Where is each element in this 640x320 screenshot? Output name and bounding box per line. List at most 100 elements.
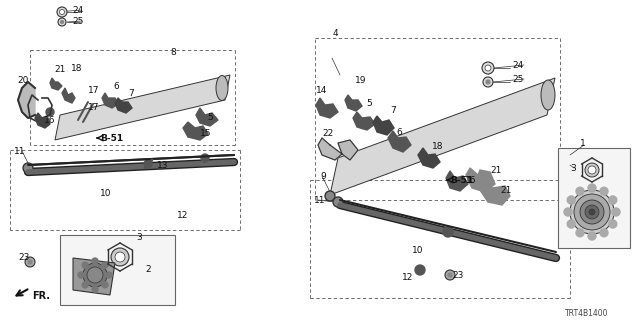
Polygon shape	[345, 95, 362, 111]
Circle shape	[580, 200, 604, 224]
Text: FR.: FR.	[32, 291, 50, 301]
Circle shape	[482, 62, 494, 74]
Circle shape	[60, 10, 65, 14]
Circle shape	[448, 273, 452, 277]
Circle shape	[57, 7, 67, 17]
Circle shape	[589, 209, 595, 215]
Text: 16: 16	[44, 116, 56, 124]
Text: 5: 5	[207, 113, 212, 122]
Text: 4: 4	[333, 28, 339, 37]
Circle shape	[485, 65, 491, 71]
Circle shape	[201, 154, 209, 162]
Text: 21: 21	[490, 165, 501, 174]
Polygon shape	[102, 93, 118, 108]
Polygon shape	[183, 122, 208, 140]
Circle shape	[486, 80, 490, 84]
Polygon shape	[196, 108, 218, 126]
Circle shape	[570, 190, 614, 234]
Polygon shape	[316, 98, 338, 118]
Polygon shape	[18, 82, 35, 118]
Text: 24: 24	[72, 5, 83, 14]
Text: 7: 7	[128, 89, 134, 98]
Text: 21: 21	[500, 186, 511, 195]
Text: 10: 10	[100, 188, 111, 197]
Circle shape	[333, 197, 343, 207]
Circle shape	[574, 194, 610, 230]
Circle shape	[78, 272, 84, 278]
Text: 13: 13	[157, 161, 168, 170]
Text: 12: 12	[402, 274, 413, 283]
Circle shape	[92, 286, 98, 292]
Text: 2: 2	[145, 266, 150, 275]
Circle shape	[144, 160, 152, 168]
Circle shape	[115, 252, 125, 262]
Circle shape	[92, 258, 98, 264]
Circle shape	[102, 262, 108, 268]
Circle shape	[609, 220, 617, 228]
Circle shape	[567, 220, 575, 228]
Circle shape	[46, 108, 54, 116]
Bar	[558, 148, 630, 248]
Circle shape	[588, 166, 596, 174]
Polygon shape	[418, 148, 440, 168]
Text: B-51: B-51	[450, 175, 473, 185]
Text: 5: 5	[366, 99, 372, 108]
Circle shape	[102, 282, 108, 288]
Polygon shape	[388, 131, 411, 152]
Text: 19: 19	[355, 76, 367, 84]
Text: 10: 10	[412, 245, 424, 254]
Circle shape	[82, 262, 88, 268]
Circle shape	[106, 272, 112, 278]
Text: 21: 21	[54, 65, 65, 74]
Text: 23: 23	[452, 270, 463, 279]
Text: 6: 6	[113, 82, 119, 91]
Circle shape	[82, 282, 88, 288]
Polygon shape	[353, 112, 375, 130]
Polygon shape	[50, 78, 62, 90]
Text: 15: 15	[200, 129, 211, 138]
Circle shape	[87, 267, 103, 283]
Text: 7: 7	[390, 106, 396, 115]
Text: 20: 20	[17, 76, 28, 84]
Text: 25: 25	[72, 17, 83, 26]
Circle shape	[600, 229, 608, 237]
Text: 24: 24	[512, 60, 524, 69]
Polygon shape	[373, 116, 394, 135]
Circle shape	[325, 191, 335, 201]
Circle shape	[23, 163, 33, 173]
Text: 3: 3	[570, 164, 576, 172]
Circle shape	[585, 163, 599, 177]
Circle shape	[25, 257, 35, 267]
Text: 23: 23	[18, 253, 29, 262]
Polygon shape	[446, 171, 468, 191]
Polygon shape	[480, 182, 510, 205]
Circle shape	[576, 229, 584, 237]
Text: TRT4B1400: TRT4B1400	[565, 308, 609, 317]
Text: 6: 6	[396, 127, 402, 137]
Ellipse shape	[216, 76, 228, 100]
Circle shape	[600, 187, 608, 195]
Circle shape	[443, 227, 453, 237]
Polygon shape	[62, 88, 75, 103]
Text: 17: 17	[88, 102, 99, 111]
Text: 11: 11	[314, 196, 326, 204]
Polygon shape	[73, 258, 115, 295]
Text: 18: 18	[432, 141, 444, 150]
Text: 22: 22	[322, 129, 333, 138]
Circle shape	[588, 184, 596, 192]
Text: 16: 16	[465, 175, 477, 185]
Polygon shape	[55, 75, 230, 140]
Text: B-51: B-51	[100, 133, 123, 142]
Text: 14: 14	[316, 85, 328, 94]
Circle shape	[83, 263, 107, 287]
Circle shape	[58, 18, 66, 26]
Text: 9: 9	[320, 172, 326, 180]
Polygon shape	[115, 98, 132, 113]
Text: 18: 18	[71, 63, 83, 73]
Polygon shape	[35, 113, 50, 128]
Circle shape	[585, 205, 599, 219]
Circle shape	[609, 196, 617, 204]
Circle shape	[111, 248, 129, 266]
Circle shape	[28, 260, 32, 264]
Bar	[60, 235, 175, 305]
